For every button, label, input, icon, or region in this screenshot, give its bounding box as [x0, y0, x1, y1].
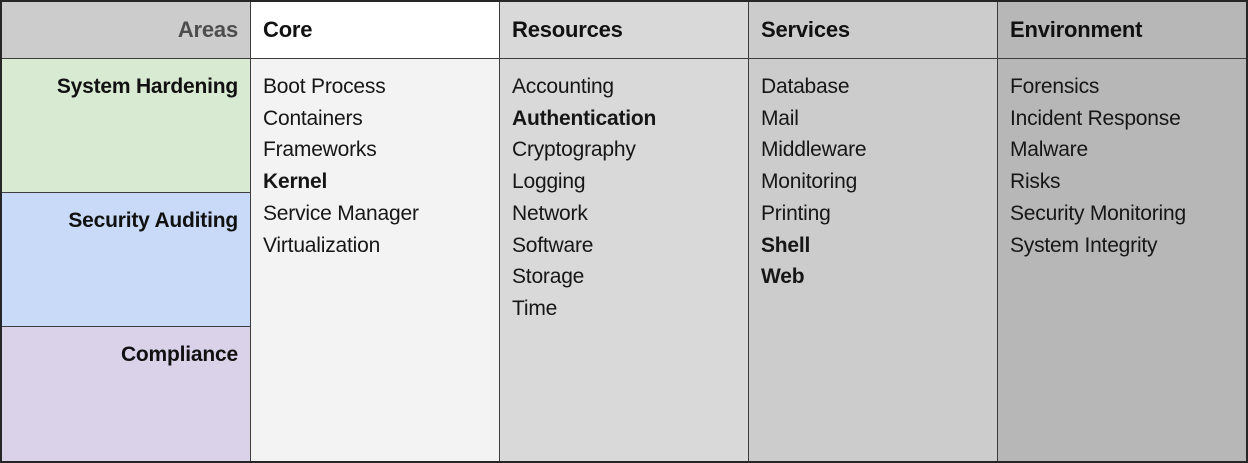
- list-item: Monitoring: [761, 170, 858, 194]
- list-item: Malware: [1010, 138, 1088, 162]
- list-item: Frameworks: [263, 138, 377, 162]
- list-item: Mail: [761, 106, 799, 130]
- column-header-resources: Resources: [500, 2, 748, 58]
- list-item: Middleware: [761, 138, 867, 162]
- topic-list-resources: Accounting Authentication Cryptography L…: [500, 59, 748, 461]
- list-item: Virtualization: [263, 233, 381, 257]
- topic-list-environment: Forensics Incident Response Malware Risk…: [998, 59, 1246, 461]
- list-item: Forensics: [1010, 75, 1100, 98]
- column-header-environment: Environment: [998, 2, 1246, 58]
- areas-column-header: Areas: [2, 2, 250, 58]
- list-item: Cryptography: [512, 138, 636, 162]
- list-item: Accounting: [512, 75, 614, 98]
- list-item: Security Monitoring: [1010, 201, 1186, 225]
- list-item: Web: [761, 265, 805, 289]
- topic-list-services: Database Mail Middleware Monitoring Prin…: [749, 59, 997, 461]
- list-item: Risks: [1010, 170, 1061, 194]
- list-item: Kernel: [263, 170, 328, 194]
- area-cell-compliance: Compliance: [2, 327, 250, 461]
- list-item: Database: [761, 75, 850, 98]
- list-item: Boot Process: [263, 75, 386, 98]
- list-item: Network: [512, 201, 588, 225]
- list-item: System Integrity: [1010, 233, 1158, 257]
- list-item: Printing: [761, 201, 831, 225]
- list-item: Containers: [263, 106, 363, 130]
- list-item: Time: [512, 296, 558, 320]
- area-cell-system-hardening: System Hardening: [2, 59, 250, 192]
- list-item: Service Manager: [263, 201, 419, 225]
- list-item: Incident Response: [1010, 106, 1181, 130]
- list-item: Software: [512, 233, 594, 257]
- list-item: Storage: [512, 265, 585, 289]
- list-item: Authentication: [512, 106, 657, 130]
- column-header-core: Core: [251, 2, 499, 58]
- list-item: Logging: [512, 170, 586, 194]
- topic-list-core: Boot Process Containers Frameworks Kerne…: [251, 59, 499, 461]
- column-header-services: Services: [749, 2, 997, 58]
- area-cell-security-auditing: Security Auditing: [2, 193, 250, 326]
- list-item: Shell: [761, 233, 811, 257]
